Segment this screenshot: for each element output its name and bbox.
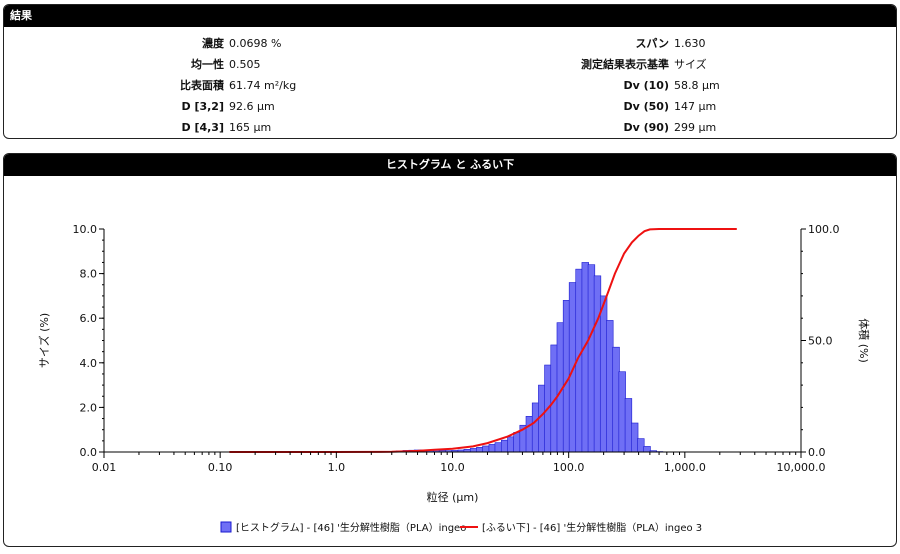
histogram-bar — [593, 275, 602, 453]
histogram-bar — [606, 320, 614, 453]
histogram-bar — [599, 295, 608, 453]
results-panel: 結果 濃度 0.0698 % 均一性 0.505 比表面積 61.74 m²/k… — [3, 4, 897, 139]
result-row-uniformity: 均一性 — [4, 57, 224, 73]
histogram-bar — [637, 438, 645, 453]
histogram-bar — [618, 371, 626, 453]
histogram-bar — [513, 432, 521, 453]
histogram-bars — [395, 262, 664, 453]
x-axis-label: 粒径 (μm) — [427, 490, 479, 504]
histogram-bar — [531, 402, 540, 453]
x-tick-label: 10.0 — [440, 461, 465, 474]
result-label: 比表面積 — [180, 79, 224, 92]
x-tick-label: 0.10 — [208, 461, 233, 474]
result-row-dv90: Dv (90) — [4, 120, 670, 136]
histogram-bar — [494, 442, 502, 453]
histogram-bar — [612, 346, 620, 453]
histogram-bar — [630, 422, 639, 453]
result-row-span: スパン — [4, 36, 669, 52]
x-tick-label: 1,000.0 — [664, 461, 706, 474]
y-tick-label: 4.0 — [80, 357, 98, 370]
histogram-bar — [587, 264, 596, 453]
result-label: Dv (90) — [623, 121, 670, 134]
undersize-curve — [229, 228, 737, 453]
y-tick-label: 8.0 — [80, 268, 98, 281]
x-tick-label: 100.0 — [553, 461, 585, 474]
result-label: スパン — [635, 37, 669, 50]
legend-swatch-histogram — [220, 521, 232, 533]
result-label: D [3,2] — [181, 100, 224, 113]
histogram-bar — [525, 416, 534, 453]
result-row-d43: D [4,3] — [4, 120, 224, 136]
histogram-bar — [643, 446, 651, 453]
x-tick-label: 0.01 — [92, 461, 117, 474]
result-label: D [4,3] — [181, 121, 224, 134]
result-row-dv50: Dv (50) — [4, 99, 670, 115]
result-row-concentration: 濃度 — [4, 36, 224, 52]
result-label: 濃度 — [202, 37, 224, 50]
result-row-dv10: Dv (10) — [4, 78, 670, 94]
histogram-bar — [581, 262, 589, 453]
result-label: Dv (10) — [623, 79, 670, 92]
histogram-title: ヒストグラム と ふるい下 — [4, 154, 896, 176]
histogram-bar — [469, 448, 478, 453]
x-tick-label: 10,000.0 — [777, 461, 826, 474]
chart-axes: 0.01 0.10 1.0 10.0 100.0 1,000.0 10,000.0 0.0 2.… — [73, 223, 840, 474]
y-tick-label: 6.0 — [80, 312, 98, 325]
result-label: 均一性 — [191, 58, 224, 71]
histogram-bar — [507, 436, 515, 453]
histogram-bar — [500, 439, 509, 453]
y2-tick-label: 100.0 — [808, 223, 840, 236]
legend-label-undersize: [ふるい下] - [46] '生分解性樹脂（PLA）ingeo 3 — [482, 521, 702, 534]
y2-tick-label: 50.0 — [808, 335, 833, 348]
y-tick-label: 0.0 — [80, 446, 98, 459]
y2-tick-label: 0.0 — [808, 446, 826, 459]
y-axis-label: サイズ (%) — [37, 313, 51, 368]
histogram-bar — [488, 444, 496, 453]
results-title: 結果 — [4, 5, 896, 27]
histogram-bar — [476, 447, 484, 453]
y-tick-label: 2.0 — [80, 401, 98, 414]
histogram-bar — [624, 398, 633, 453]
histogram-bar — [482, 445, 490, 453]
result-row-specific-surface: 比表面積 — [4, 78, 224, 94]
result-row-d32: D [3,2] — [4, 99, 224, 115]
y2-axis-label: 体積 (%) — [857, 318, 871, 363]
chart-legend: [ヒストグラム] - [46] '生分解性樹脂（PLA）ingeo [ふるい下]… — [220, 521, 702, 534]
y-tick-label: 10.0 — [73, 223, 98, 236]
histogram-chart: 0.01 0.10 1.0 10.0 100.0 1,000.0 10,000.0 0.0 2.… — [37, 223, 871, 534]
result-row-basis: 測定結果表示基準 — [4, 57, 669, 73]
histogram-bar — [568, 282, 577, 453]
result-label: 測定結果表示基準 — [581, 58, 669, 71]
result-label: Dv (50) — [623, 100, 670, 113]
histogram-panel: ヒストグラム と ふるい下 0.01 0.10 1.0 10.0 100.0 1,000.… — [3, 153, 897, 547]
legend-label-histogram: [ヒストグラム] - [46] '生分解性樹脂（PLA）ingeo — [236, 521, 466, 534]
x-tick-label: 1.0 — [328, 461, 346, 474]
